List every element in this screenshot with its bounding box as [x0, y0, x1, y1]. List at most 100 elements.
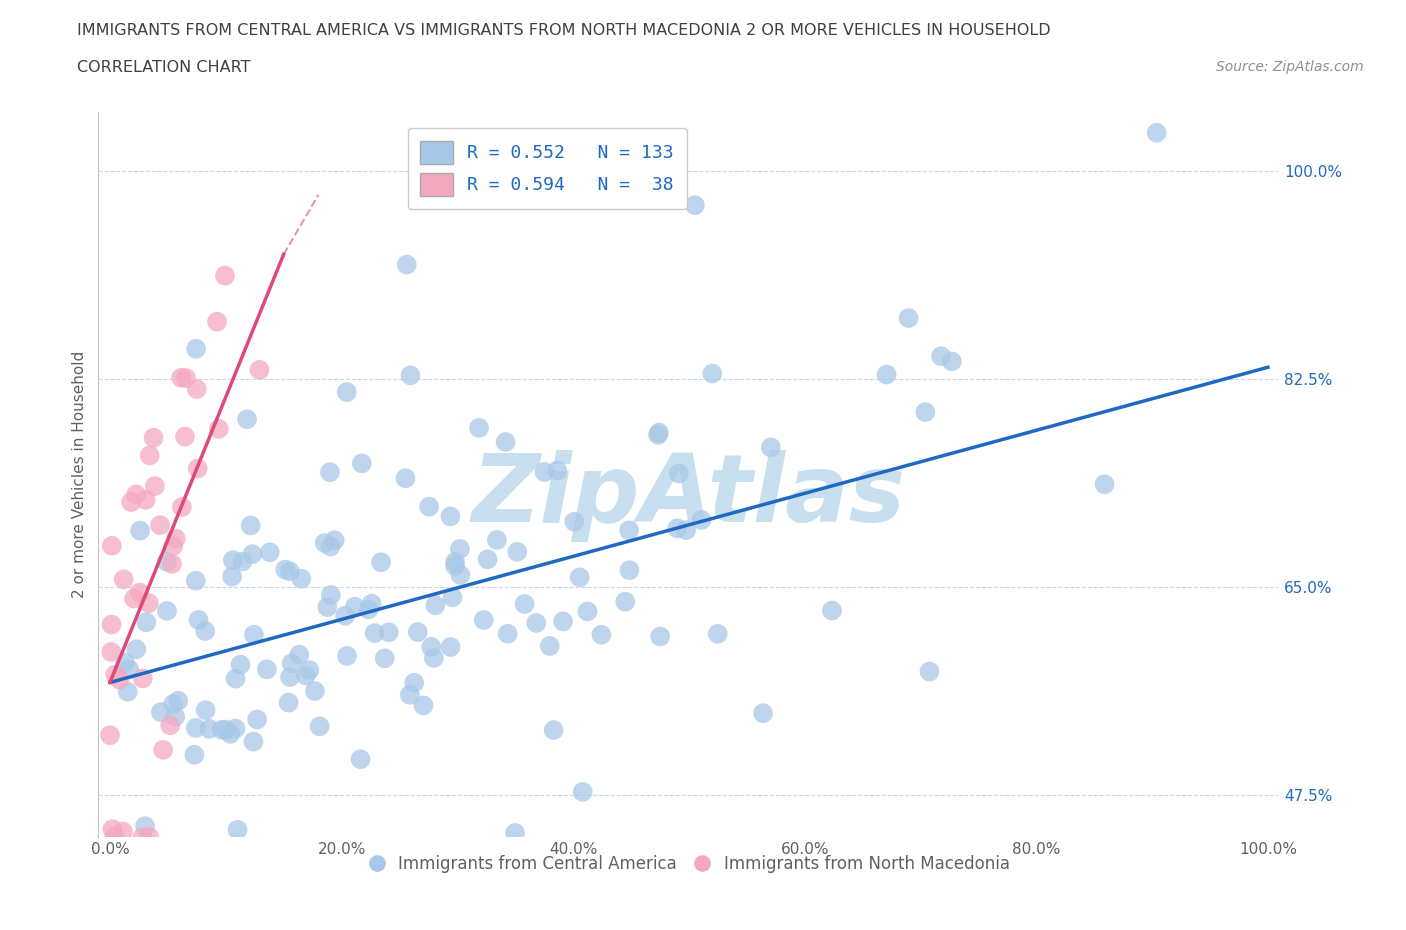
Point — [242, 547, 264, 562]
Point — [304, 684, 326, 698]
Point — [108, 672, 131, 687]
Point — [183, 748, 205, 763]
Point — [100, 618, 122, 632]
Point — [101, 822, 124, 837]
Point — [186, 381, 208, 396]
Point — [222, 552, 245, 567]
Point — [524, 616, 547, 631]
Point — [423, 650, 446, 665]
Point — [425, 598, 447, 613]
Point — [278, 564, 301, 578]
Point — [617, 523, 640, 538]
Point — [152, 742, 174, 757]
Point — [101, 538, 124, 553]
Point — [336, 385, 359, 400]
Point — [914, 405, 936, 419]
Point — [675, 523, 697, 538]
Point — [174, 429, 197, 444]
Point — [165, 710, 187, 724]
Point — [543, 723, 565, 737]
Point — [568, 570, 591, 585]
Point — [941, 354, 963, 369]
Point — [564, 514, 586, 529]
Point — [759, 440, 782, 455]
Point — [149, 518, 172, 533]
Point — [752, 706, 775, 721]
Point — [214, 268, 236, 283]
Point — [316, 600, 339, 615]
Point — [226, 822, 249, 837]
Point — [399, 368, 422, 383]
Point — [706, 627, 728, 642]
Point — [135, 615, 157, 630]
Point — [104, 667, 127, 682]
Point — [156, 554, 179, 569]
Point — [208, 421, 231, 436]
Point — [205, 314, 228, 329]
Point — [277, 695, 299, 710]
Point — [350, 456, 373, 471]
Point — [288, 647, 311, 662]
Point — [138, 448, 160, 463]
Point — [591, 628, 613, 643]
Point — [162, 538, 184, 553]
Point — [1146, 126, 1168, 140]
Point — [357, 602, 380, 617]
Point — [103, 830, 125, 844]
Point — [132, 671, 155, 685]
Point — [418, 499, 440, 514]
Point — [683, 198, 706, 213]
Point — [477, 551, 499, 566]
Text: ZipAtlas: ZipAtlas — [472, 450, 905, 542]
Point — [308, 719, 330, 734]
Point — [246, 712, 269, 727]
Point — [668, 466, 690, 481]
Point — [225, 671, 247, 686]
Point — [149, 705, 172, 720]
Point — [929, 349, 952, 364]
Point — [513, 596, 536, 611]
Point — [135, 492, 157, 507]
Point — [229, 850, 252, 865]
Point — [129, 524, 152, 538]
Point — [242, 734, 264, 749]
Point — [274, 562, 297, 577]
Point — [412, 698, 434, 713]
Point — [170, 370, 193, 385]
Point — [398, 687, 420, 702]
Point — [215, 723, 238, 737]
Point — [444, 559, 467, 574]
Point — [160, 556, 183, 571]
Point — [280, 656, 302, 671]
Point — [336, 648, 359, 663]
Point — [340, 880, 363, 895]
Point — [256, 662, 278, 677]
Point — [156, 604, 179, 618]
Point — [198, 722, 221, 737]
Point — [441, 590, 464, 604]
Text: CORRELATION CHART: CORRELATION CHART — [77, 60, 250, 75]
Point — [614, 594, 637, 609]
Point — [98, 728, 121, 743]
Point — [503, 826, 526, 841]
Point — [323, 533, 346, 548]
Point — [343, 599, 366, 614]
Point — [449, 567, 471, 582]
Point — [439, 509, 461, 524]
Point — [118, 662, 141, 677]
Point — [159, 718, 181, 733]
Y-axis label: 2 or more Vehicles in Household: 2 or more Vehicles in Household — [72, 351, 87, 598]
Point — [496, 626, 519, 641]
Point — [174, 371, 197, 386]
Point — [187, 461, 209, 476]
Point — [314, 536, 336, 551]
Point — [165, 531, 187, 546]
Point — [142, 431, 165, 445]
Point — [224, 721, 246, 736]
Point — [333, 608, 356, 623]
Point — [551, 614, 574, 629]
Point — [243, 628, 266, 643]
Point — [290, 571, 312, 586]
Point — [439, 640, 461, 655]
Point — [184, 721, 207, 736]
